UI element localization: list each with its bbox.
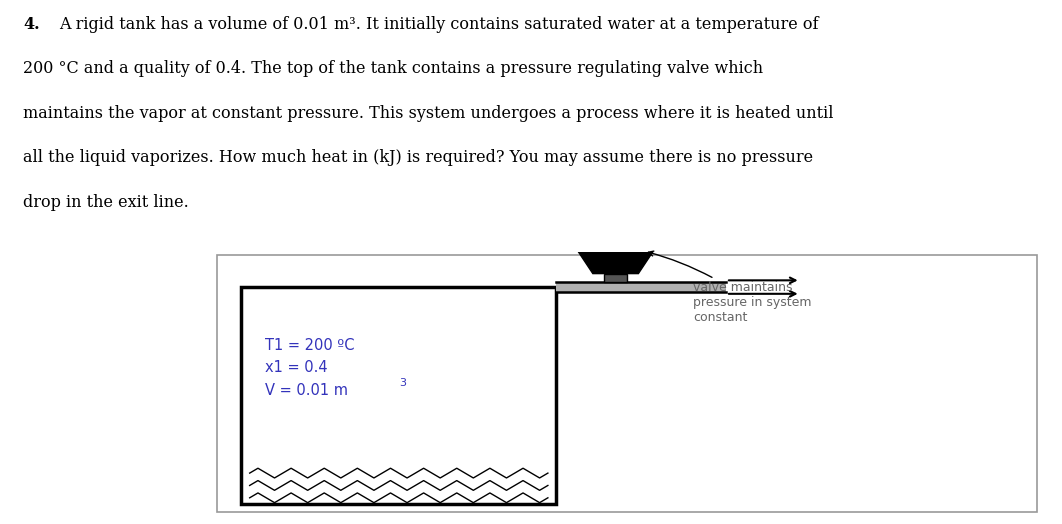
- Polygon shape: [568, 236, 664, 274]
- Text: 3: 3: [399, 378, 406, 388]
- Text: A rigid tank has a volume of 0.01 m³. It initially contains saturated water at a: A rigid tank has a volume of 0.01 m³. It…: [59, 16, 819, 32]
- Text: T1 = 200 ºC: T1 = 200 ºC: [264, 337, 354, 353]
- Text: drop in the exit line.: drop in the exit line.: [23, 194, 189, 211]
- Text: V = 0.01 m: V = 0.01 m: [264, 383, 347, 398]
- Text: valve maintains
pressure in system
constant: valve maintains pressure in system const…: [649, 251, 811, 324]
- Text: 4.: 4.: [23, 16, 39, 32]
- Bar: [604, 274, 628, 282]
- Bar: [241, 287, 556, 504]
- Text: all the liquid vaporizes. How much heat in (kJ) is required? You may assume ther: all the liquid vaporizes. How much heat …: [23, 149, 813, 166]
- Text: maintains the vapor at constant pressure. This system undergoes a process where : maintains the vapor at constant pressure…: [23, 105, 834, 122]
- Bar: [556, 282, 726, 292]
- Bar: [245, 461, 552, 503]
- Text: 200 °C and a quality of 0.4. The top of the tank contains a pressure regulating : 200 °C and a quality of 0.4. The top of …: [23, 60, 764, 77]
- Text: x1 = 0.4: x1 = 0.4: [264, 360, 327, 375]
